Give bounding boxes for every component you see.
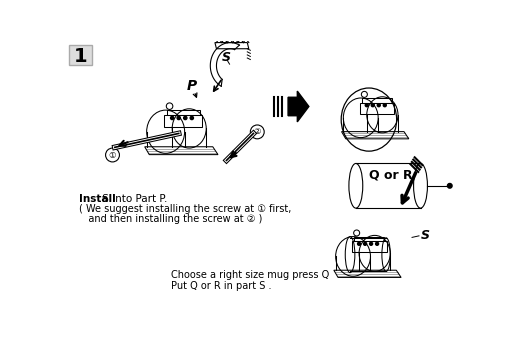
Circle shape (375, 242, 378, 245)
Text: S: S (421, 228, 429, 241)
Text: 1: 1 (73, 47, 87, 66)
Text: Choose a right size mug press Q: Choose a right size mug press Q (171, 271, 329, 280)
Bar (360, 103, 394, 114)
Bar (362, 98, 392, 103)
Circle shape (377, 104, 380, 107)
Circle shape (383, 104, 386, 107)
Circle shape (370, 242, 372, 245)
Text: ①: ① (109, 150, 116, 159)
Text: S into Part P.: S into Part P. (100, 194, 168, 203)
Polygon shape (288, 91, 309, 122)
Circle shape (358, 242, 361, 245)
Circle shape (171, 116, 174, 120)
Text: ②: ② (253, 128, 261, 136)
Circle shape (448, 184, 452, 188)
Text: S: S (222, 52, 231, 65)
Text: Q or R: Q or R (369, 169, 412, 182)
Circle shape (177, 116, 180, 120)
Bar (167, 110, 200, 115)
Bar (354, 237, 384, 241)
Circle shape (190, 116, 194, 120)
Circle shape (364, 242, 367, 245)
Text: and then installing the screw at ② ): and then installing the screw at ② ) (79, 214, 262, 224)
Text: ( We suggest installing the screw at ① first,: ( We suggest installing the screw at ① f… (79, 204, 291, 214)
FancyBboxPatch shape (69, 45, 92, 65)
Bar (352, 241, 387, 252)
Circle shape (371, 104, 374, 107)
Text: P: P (187, 79, 197, 93)
Circle shape (365, 104, 368, 107)
Text: Install: Install (79, 194, 115, 203)
Bar (164, 115, 202, 127)
Circle shape (183, 116, 187, 120)
Text: Put Q or R in part S .: Put Q or R in part S . (171, 280, 272, 290)
